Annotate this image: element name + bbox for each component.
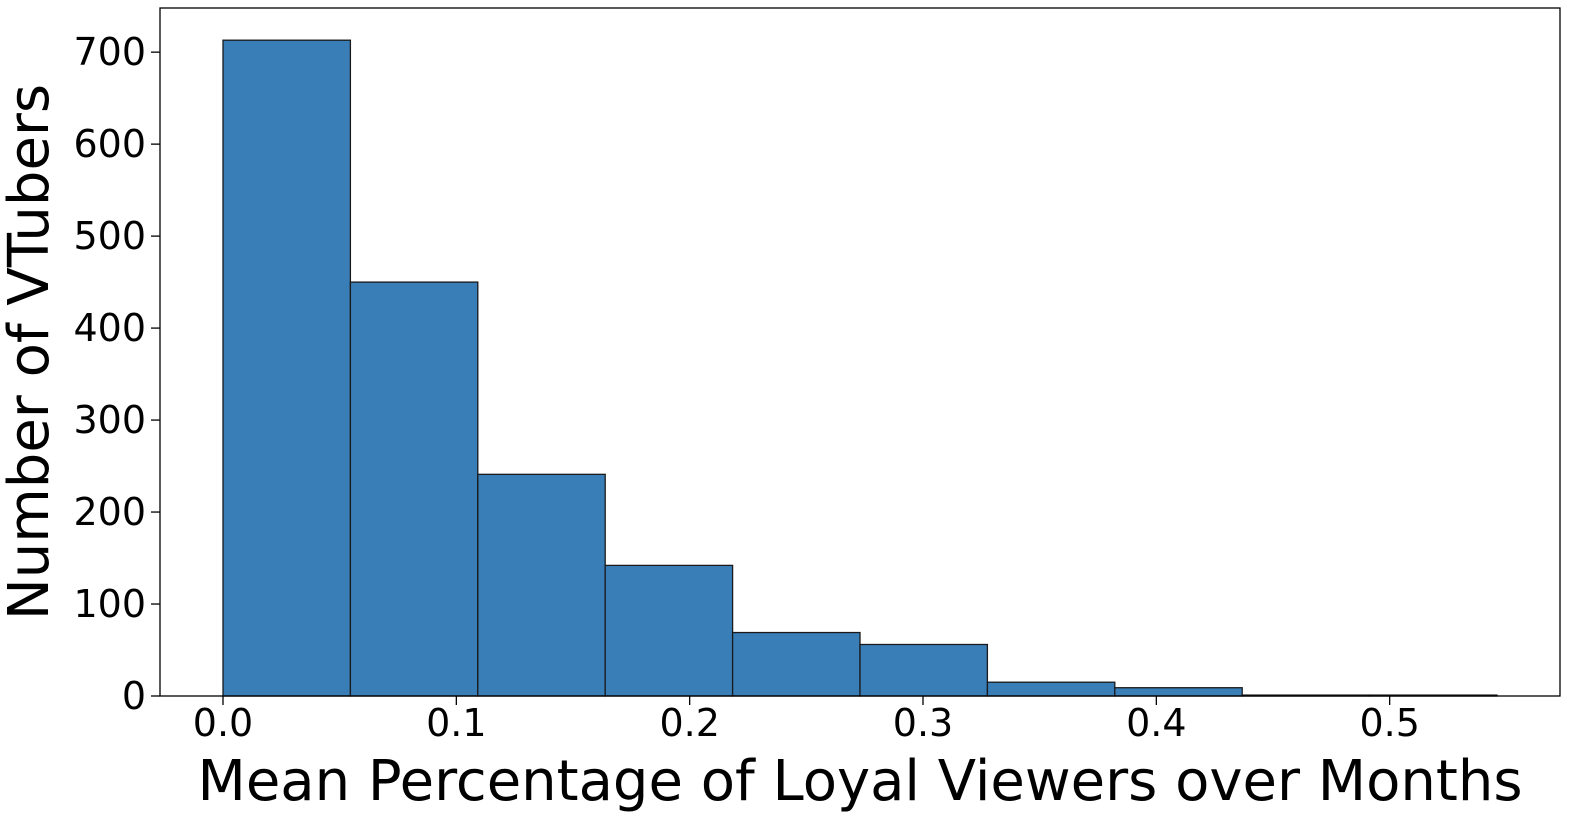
y-tick-label: 500 (73, 214, 146, 258)
histogram-bar (986, 681, 1116, 697)
y-axis-ticks: 0 100 200 300 400 500 600 700 (73, 30, 160, 718)
x-tick-label: 0.0 (193, 701, 253, 745)
y-tick-label: 700 (73, 30, 146, 74)
histogram-bar (604, 564, 734, 697)
y-axis-label: Number of VTubers (0, 84, 62, 620)
histogram-bar (349, 281, 479, 697)
x-tick-label: 0.5 (1359, 701, 1419, 745)
histogram-bar (731, 631, 861, 697)
y-tick-label: 100 (73, 582, 146, 626)
histogram-bar (1114, 687, 1243, 697)
histogram-bar (222, 39, 352, 697)
y-tick-label: 200 (73, 490, 146, 534)
x-tick-label: 0.3 (893, 701, 953, 745)
y-tick-label: 600 (73, 122, 146, 166)
x-tick-label: 0.2 (659, 701, 719, 745)
histogram-bar (859, 643, 989, 697)
bars-layer (222, 39, 1498, 697)
x-tick-label: 0.1 (426, 701, 486, 745)
y-tick-label: 400 (73, 306, 146, 350)
y-tick-label: 300 (73, 398, 146, 442)
plot-area-frame (159, 7, 1561, 697)
x-axis-label: Mean Percentage of Loyal Viewers over Mo… (198, 749, 1523, 814)
histogram-bar (477, 473, 606, 697)
y-tick-label: 0 (122, 674, 146, 718)
x-axis-ticks: 0.0 0.1 0.2 0.3 0.4 0.5 (193, 696, 1420, 745)
x-tick-label: 0.4 (1126, 701, 1186, 745)
